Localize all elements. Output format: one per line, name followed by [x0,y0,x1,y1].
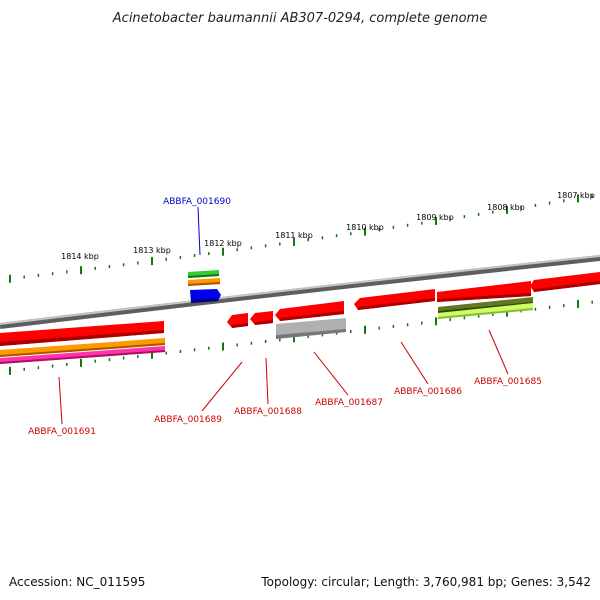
genome-summary-text: Topology: circular; Length: 3,760,981 bp… [260,575,591,589]
tick-label: 1811 kbp [275,231,313,240]
gene-ABBFA_001691[interactable] [0,321,164,346]
feature-orange-001691 [0,338,165,357]
tick-labels: 1814 kbp 1813 kbp 1812 kbp 1811 kbp 1810… [61,191,595,261]
gene-label[interactable]: ABBFA_001690 [163,197,231,207]
gene-ABBFA_001686[interactable] [354,289,435,310]
feature-magenta-001691 [0,346,165,364]
gene-ABBFA_001689[interactable] [227,313,248,328]
tick-label: 1808 kbp [487,203,525,212]
tick-label: 1807 kbp [557,191,595,200]
gene-label[interactable]: ABBFA_001691 [28,427,96,437]
tick-label: 1810 kbp [346,223,384,232]
feature-olive-001685 [438,297,533,313]
upper-tick-ring [9,194,593,283]
leader-lines [58,206,509,425]
map-title: Acinetobacter baumannii AB307-0294, comp… [112,11,487,26]
feature-orange-small [188,278,220,286]
feature-lime-001685 [438,303,533,319]
gene-ABBFA_001685[interactable] [437,281,531,302]
tick-label: 1812 kbp [204,239,242,248]
tick-label: 1813 kbp [133,246,171,255]
gene-label[interactable]: ABBFA_001687 [315,398,383,408]
gene-label[interactable]: ABBFA_001689 [154,415,222,425]
feature-gray-001687 [276,318,346,339]
gene-label[interactable]: ABBFA_001686 [394,387,462,397]
feature-green-small [188,270,219,278]
accession-text: Accession: NC_011595 [9,575,145,589]
gene-ABBFA_001688[interactable] [250,311,273,325]
gene-label[interactable]: ABBFA_001685 [474,377,542,387]
gene-labels: ABBFA_001690 ABBFA_001691 ABBFA_001689 A… [28,197,542,437]
gene-ABBFA_001690[interactable] [190,289,221,303]
tick-label: 1814 kbp [61,252,99,261]
gene-partial-right [530,272,600,292]
gene-ABBFA_001687[interactable] [275,301,344,321]
gene-label[interactable]: ABBFA_001688 [234,407,302,417]
genome-backbone [0,255,600,329]
tick-label: 1809 kbp [416,213,454,222]
